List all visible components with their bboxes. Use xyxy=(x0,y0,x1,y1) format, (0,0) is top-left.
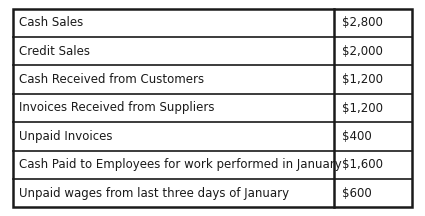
Text: Cash Paid to Employees for work performed in January: Cash Paid to Employees for work performe… xyxy=(19,158,342,171)
Text: Invoices Received from Suppliers: Invoices Received from Suppliers xyxy=(19,102,215,114)
Text: $1,600: $1,600 xyxy=(342,158,383,171)
Text: Cash Received from Customers: Cash Received from Customers xyxy=(19,73,204,86)
Text: $1,200: $1,200 xyxy=(342,73,383,86)
Text: $400: $400 xyxy=(342,130,372,143)
Text: Unpaid Invoices: Unpaid Invoices xyxy=(19,130,113,143)
Text: $2,000: $2,000 xyxy=(342,45,383,58)
Text: Unpaid wages from last three days of January: Unpaid wages from last three days of Jan… xyxy=(19,187,289,200)
Text: $2,800: $2,800 xyxy=(342,16,383,29)
Text: Credit Sales: Credit Sales xyxy=(19,45,90,58)
Text: Cash Sales: Cash Sales xyxy=(19,16,83,29)
Text: $1,200: $1,200 xyxy=(342,102,383,114)
Text: $600: $600 xyxy=(342,187,372,200)
